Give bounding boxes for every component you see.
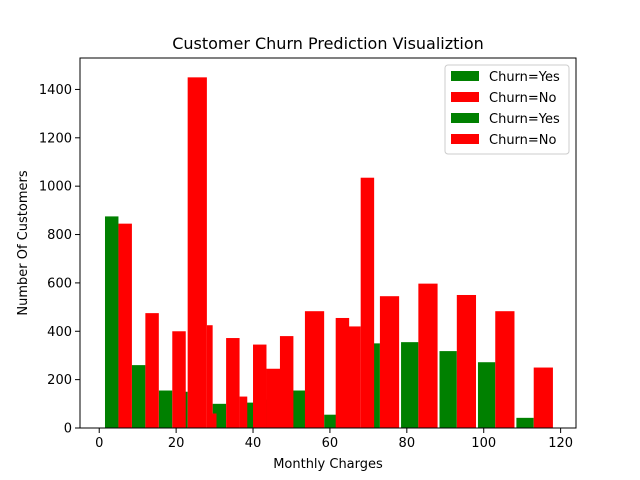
- x-tick-label: 20: [168, 436, 185, 451]
- legend-swatch: [451, 134, 479, 144]
- x-axis-title: Monthly Charges: [273, 457, 383, 472]
- bar-churn-no-6: [226, 338, 240, 428]
- y-tick-label: 800: [47, 228, 72, 243]
- legend-swatch: [451, 92, 479, 102]
- chart-title: Customer Churn Prediction Visualiztion: [172, 34, 484, 53]
- legend-label: Churn=No: [489, 133, 557, 148]
- plot-frame: [79, 57, 577, 429]
- bar-churn-no-18: [495, 311, 515, 428]
- bar-churn-no-17: [456, 294, 477, 428]
- bar-churn-no-0: [118, 223, 132, 428]
- bar-churn-no-16: [418, 283, 438, 428]
- x-tick-label: 40: [245, 436, 262, 451]
- bar-churn-no-1: [145, 313, 159, 428]
- bar-churn-yes-2: [158, 390, 173, 428]
- bar-churn-no-4: [206, 325, 213, 428]
- legend-label: Churn=No: [489, 91, 557, 106]
- y-tick-label: 400: [47, 325, 72, 340]
- bar-churn-no-19: [533, 367, 553, 428]
- bar-churn-no-3: [187, 77, 207, 428]
- bar-churn-yes-1: [131, 365, 146, 428]
- bar-churn-no-11: [304, 311, 325, 428]
- x-axis: 0 20 40 60 80 100 120: [95, 428, 573, 451]
- y-tick-label: 1200: [39, 131, 72, 146]
- legend: Churn=Yes Churn=No Churn=Yes Churn=No: [444, 64, 570, 155]
- legend-swatch: [451, 113, 479, 123]
- x-tick-label: 100: [471, 436, 496, 451]
- x-tick-label: 0: [95, 436, 103, 451]
- bar-churn-no-8: [253, 344, 267, 428]
- legend-box: [444, 64, 570, 155]
- y-axis: 0 200 400 600 800 1000 1200 1400: [39, 83, 80, 437]
- bar-churn-yes-7: [289, 390, 307, 428]
- bar-churn-yes-13: [516, 417, 534, 428]
- y-axis-title: Number Of Customers: [16, 170, 31, 315]
- bar-churn-no-15: [379, 296, 400, 428]
- bar-churn-yes-10: [401, 342, 419, 428]
- legend-label: Churn=Yes: [489, 112, 560, 127]
- bar-churn-yes-0: [104, 216, 119, 428]
- y-tick-label: 200: [47, 373, 72, 388]
- bar-churn-no-10: [279, 336, 294, 428]
- bar-churn-yes-12: [477, 362, 496, 428]
- x-tick-label: 120: [548, 436, 573, 451]
- bars-group: [104, 77, 553, 428]
- bar-churn-no-9: [266, 368, 282, 428]
- legend-swatch: [451, 71, 479, 81]
- bar-churn-no-12: [335, 317, 350, 428]
- bar-churn-no-7: [239, 396, 248, 428]
- bar-churn-no-14: [360, 177, 375, 428]
- y-tick-label: 1000: [39, 180, 72, 195]
- x-tick-label: 60: [322, 436, 339, 451]
- y-tick-label: 600: [47, 276, 72, 291]
- legend-label: Churn=Yes: [489, 70, 560, 85]
- bar-churn-no-13: [347, 326, 361, 428]
- bar-churn-no-5: [210, 413, 217, 428]
- x-tick-label: 80: [399, 436, 416, 451]
- bar-churn-no-2: [172, 331, 186, 428]
- bar-churn-yes-11: [439, 351, 457, 428]
- y-tick-label: 1400: [39, 83, 72, 98]
- y-tick-label: 0: [64, 422, 72, 437]
